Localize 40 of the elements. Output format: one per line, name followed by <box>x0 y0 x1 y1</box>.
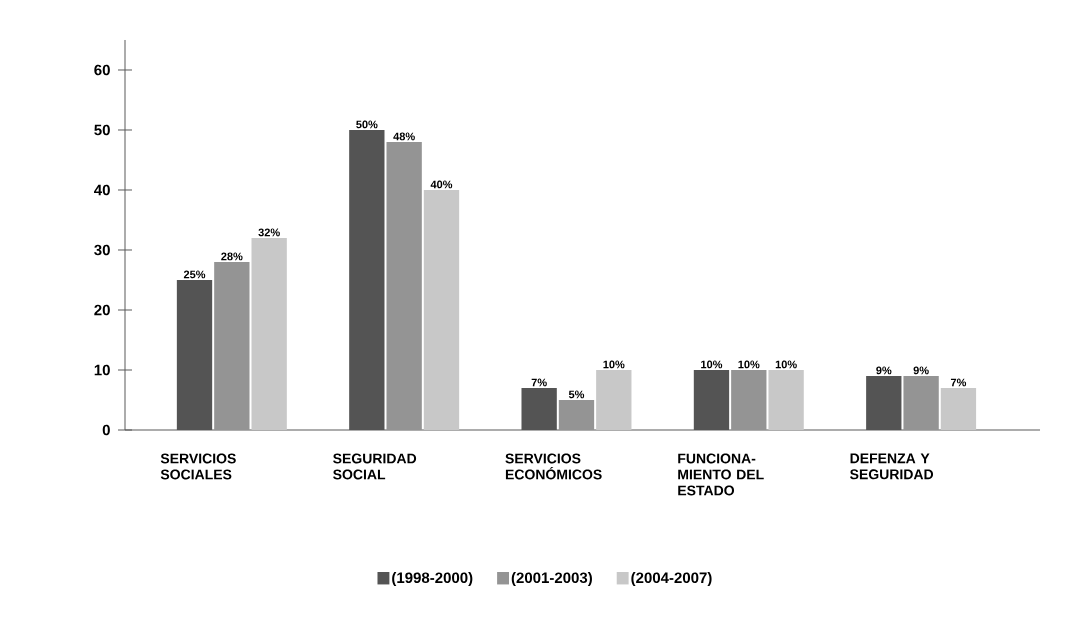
data-label: 40% <box>430 180 453 189</box>
y-tick-label: 0 <box>102 424 110 436</box>
data-label: 50% <box>356 120 378 129</box>
bar <box>731 370 767 430</box>
y-tick-label: 20 <box>94 304 110 316</box>
y-tick-label: 40 <box>94 184 110 196</box>
x-tick-label: FUNCIONA-MIENTO DEL ESTADO <box>678 453 764 496</box>
data-label: 28% <box>221 252 243 261</box>
bar <box>558 400 595 430</box>
data-label: 10% <box>603 360 625 369</box>
data-label: 48% <box>393 132 415 141</box>
legend-label: (2004-2007) <box>631 572 712 586</box>
data-label: 10% <box>775 360 797 369</box>
bar <box>768 370 804 430</box>
data-label: 9% <box>876 366 892 375</box>
data-label: 7% <box>531 378 547 387</box>
data-label: 10% <box>738 360 760 369</box>
bar <box>214 262 250 430</box>
x-tick-label: SERVICIOS SOCIALES <box>160 453 236 480</box>
bar <box>386 142 422 430</box>
y-tick-label: 60 <box>94 64 110 76</box>
data-label: 9% <box>913 366 929 375</box>
data-label: 10% <box>701 360 723 369</box>
legend-label: (2001-2003) <box>511 572 592 586</box>
legend-label: (1998-2000) <box>392 572 473 586</box>
x-tick-label: DEFENZA Y SEGURIDAD <box>850 453 934 480</box>
bar <box>940 388 977 430</box>
y-tick-label: 50 <box>94 124 110 136</box>
bar <box>596 370 632 430</box>
x-tick-label: SERVICIOS ECONÓMICOS <box>505 453 602 480</box>
data-label: 7% <box>950 378 967 387</box>
bar <box>251 238 287 430</box>
y-tick-label: 10 <box>94 364 110 376</box>
x-tick-label: SEGURIDAD SOCIAL <box>333 453 417 480</box>
bar <box>423 190 460 430</box>
data-label: 32% <box>258 228 280 237</box>
y-tick-label: 30 <box>94 244 110 256</box>
data-label: 5% <box>568 390 585 399</box>
data-label: 25% <box>183 270 206 279</box>
bar <box>903 376 939 430</box>
